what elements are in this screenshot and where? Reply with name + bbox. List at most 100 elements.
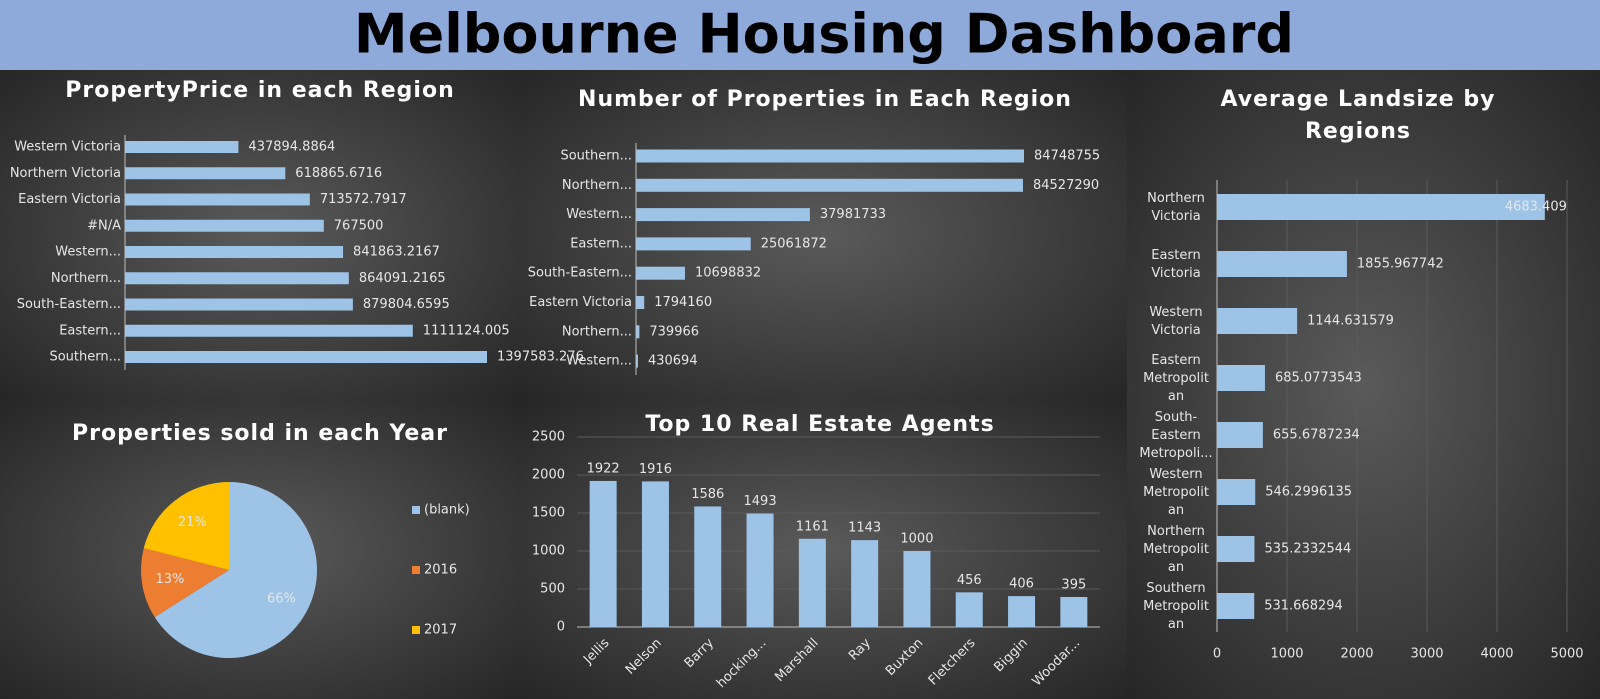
value-label: 84527290: [1033, 178, 1099, 193]
value-label: 456: [957, 573, 982, 588]
y-tick-label: Northern...: [562, 178, 632, 193]
y-tick-label: 500: [540, 582, 565, 597]
value-label: 430694: [648, 354, 698, 369]
value-label: 1161: [796, 519, 829, 534]
bar: [798, 538, 826, 627]
bar: [636, 354, 638, 368]
bar: [1217, 365, 1265, 391]
chart-title: Average Landsize by Regions: [1221, 87, 1496, 144]
bar: [1217, 593, 1255, 619]
y-tick-label: Western Metropolit an: [1143, 467, 1209, 518]
y-tick-label: 1000: [532, 544, 565, 559]
value-label: 546.2996135: [1265, 485, 1352, 500]
y-tick-label: South-Eastern Metropoli...: [1139, 410, 1212, 461]
bar: [125, 141, 239, 153]
x-tick-label: 3000: [1410, 647, 1443, 662]
title-banner: [0, 0, 1600, 70]
y-tick-label: Eastern Victoria: [18, 192, 121, 207]
bar: [125, 193, 310, 206]
bar: [125, 298, 353, 311]
value-label: 713572.7917: [320, 192, 407, 207]
bar: [589, 480, 617, 627]
panel: [1127, 70, 1600, 699]
value-label: 535.2332544: [1264, 542, 1351, 557]
value-label: 25061872: [761, 236, 827, 251]
bar: [1060, 596, 1088, 627]
value-label: 1111124.005: [423, 323, 510, 338]
pie-slice: [154, 482, 318, 659]
bar: [636, 178, 1023, 192]
chart-title: Properties sold in each Year: [72, 421, 448, 446]
value-label: 1855.967742: [1357, 257, 1444, 272]
value-label: 1794160: [654, 295, 712, 310]
value-label: 1916: [639, 462, 672, 477]
value-label: 1922: [587, 461, 620, 476]
y-tick-label: #N/A: [87, 218, 121, 233]
y-tick-label: Southern Metropolit an: [1143, 581, 1209, 632]
y-tick-label: South-Eastern...: [17, 297, 121, 312]
y-tick-label: Northern...: [51, 271, 121, 286]
value-label: 531.668294: [1264, 599, 1343, 614]
bar: [1217, 536, 1255, 562]
x-tick-label: 4000: [1480, 647, 1513, 662]
y-tick-label: Western...: [566, 207, 632, 222]
y-tick-label: 0: [557, 620, 565, 635]
value-label: 864091.2165: [359, 271, 446, 286]
value-label: 10698832: [695, 266, 761, 281]
y-tick-label: Western Victoria: [1149, 305, 1202, 338]
dashboard-title: Melbourne Housing Dashboard: [354, 3, 1294, 66]
y-tick-label: Eastern Victoria: [1151, 248, 1200, 281]
bar: [636, 149, 1024, 163]
bar: [694, 506, 722, 627]
bar: [641, 481, 669, 627]
value-label: 37981733: [820, 207, 886, 222]
chart-title: PropertyPrice in each Region: [65, 78, 455, 103]
y-tick-label: Northern Metropolit an: [1143, 524, 1209, 575]
x-tick-label: 2000: [1340, 647, 1373, 662]
value-label: 1000: [900, 532, 933, 547]
slice-label: 13%: [155, 572, 184, 587]
bar: [955, 592, 983, 627]
bar: [636, 237, 751, 251]
pie-slice: [141, 548, 229, 618]
bar: [636, 266, 685, 280]
x-tick-label: 5000: [1550, 647, 1583, 662]
y-tick-label: Eastern Metropolit an: [1143, 353, 1209, 404]
y-tick-label: Eastern...: [59, 323, 121, 338]
bar: [125, 324, 413, 337]
value-label: 1144.631579: [1307, 314, 1394, 329]
value-label: 739966: [649, 324, 699, 339]
slice-label: 21%: [178, 515, 207, 530]
bar: [1217, 308, 1298, 334]
legend-swatch: [412, 626, 420, 634]
bar: [125, 246, 344, 258]
value-label: 437894.8864: [248, 140, 335, 155]
value-label: 1586: [691, 487, 724, 502]
bar: [125, 219, 324, 232]
y-tick-label: Western...: [55, 245, 121, 260]
y-tick-label: Southern...: [560, 149, 632, 164]
y-tick-label: South-Eastern...: [528, 266, 632, 281]
bar: [125, 351, 487, 363]
bar: [851, 540, 879, 627]
y-tick-label: Eastern...: [570, 236, 632, 251]
y-tick-label: Northern Victoria: [10, 166, 121, 181]
y-tick-label: Western Victoria: [14, 140, 121, 155]
value-label: 1493: [744, 494, 777, 509]
bar: [1008, 596, 1036, 627]
legend-swatch: [412, 566, 420, 574]
value-label: 655.6787234: [1273, 428, 1360, 443]
x-tick-label: 1000: [1270, 647, 1303, 662]
bar: [125, 167, 286, 180]
value-label: 1143: [848, 521, 881, 536]
y-tick-label: Southern...: [49, 350, 121, 365]
legend-label: 2017: [424, 623, 457, 638]
bar: [636, 296, 645, 309]
panel: [0, 70, 520, 400]
y-tick-label: Eastern Victoria: [529, 295, 632, 310]
slice-label: 66%: [267, 591, 296, 606]
chart-title: Number of Properties in Each Region: [578, 87, 1072, 112]
value-label: 1397583.276: [497, 350, 584, 365]
